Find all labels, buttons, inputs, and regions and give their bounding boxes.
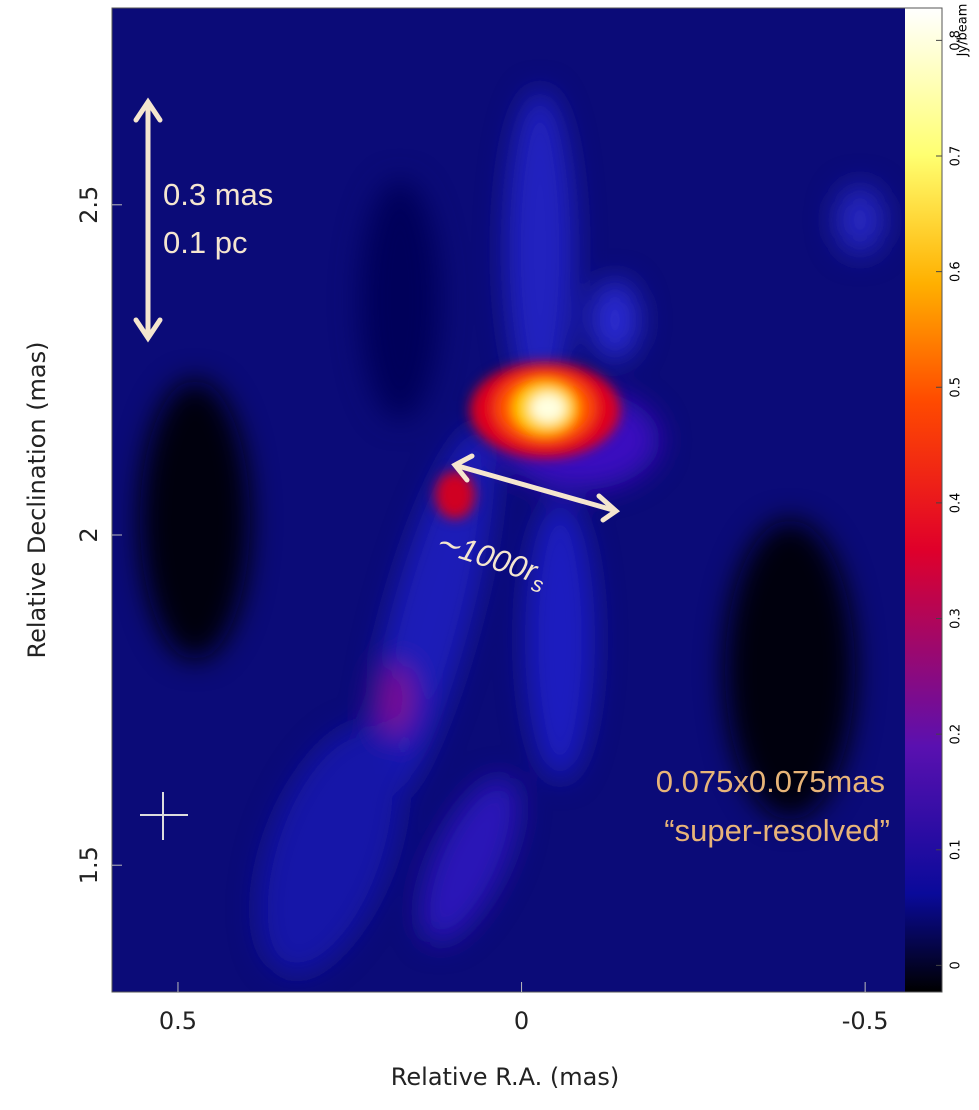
y-tick-label: 2.5 — [75, 186, 103, 224]
x-tick-label: 0.5 — [159, 1007, 197, 1035]
colorbar-tick-label: 0.3 — [949, 608, 964, 629]
colorbar-tick-label: 0.8 — [949, 30, 964, 51]
scale-label: 0.3 mas — [163, 177, 273, 212]
colorbar-tick-label: 0.7 — [949, 146, 964, 167]
beam-label: 0.075x0.075mas — [656, 764, 885, 799]
image — [112, 8, 905, 992]
colorbar-tick-label: 0.5 — [949, 377, 964, 398]
colorbar-tick-label: 0 — [949, 961, 964, 969]
colorbar-tick-label: 0.4 — [949, 493, 964, 514]
colorbar-tick-label: 0.6 — [949, 261, 964, 282]
y-axis-label: Relative Declination (mas) — [23, 341, 51, 658]
y-tick-label: 1.5 — [75, 846, 103, 884]
annotation-arrows — [133, 97, 621, 523]
y-tick-label: 2 — [75, 527, 103, 542]
colorbar-label: Jy/beam — [956, 4, 971, 58]
x-tick-label: -0.5 — [842, 1007, 889, 1035]
colorbar-tick-label: 0.2 — [949, 724, 964, 745]
x-tick-label: 0 — [514, 1007, 529, 1035]
colorbar-tick-label: 0.1 — [949, 839, 964, 860]
colorbar — [905, 8, 942, 992]
x-axis-label: Relative R.A. (mas) — [391, 1063, 619, 1091]
beam-note: “super-resolved” — [664, 813, 890, 848]
scale-label: 0.1 pc — [163, 225, 247, 260]
